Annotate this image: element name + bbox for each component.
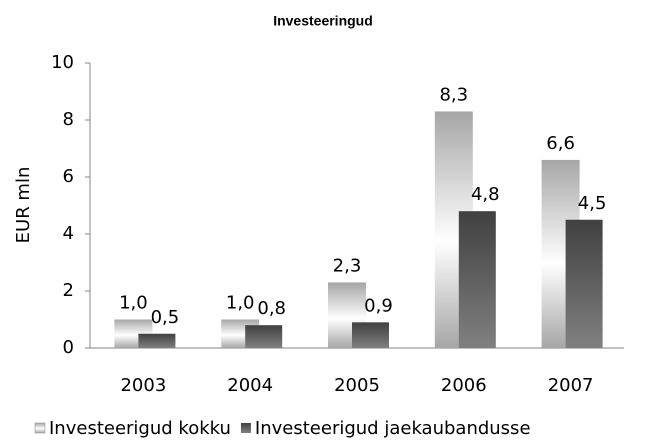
y-tick-label: 2 xyxy=(63,280,74,301)
value-label: 8,3 xyxy=(439,84,468,105)
legend-label: Investeerigud jaekaubandusse xyxy=(255,418,531,439)
value-label: 0,5 xyxy=(151,307,180,328)
chart-title: Investeeringud xyxy=(273,13,373,29)
legend-swatch xyxy=(34,422,46,434)
y-tick-label: 4 xyxy=(63,223,74,244)
x-tick-label: 2007 xyxy=(548,375,594,396)
x-tick-label: 2005 xyxy=(334,375,380,396)
x-tick-label: 2003 xyxy=(120,375,166,396)
value-label: 4,5 xyxy=(578,193,607,214)
value-label: 4,8 xyxy=(471,184,500,205)
legend-swatch xyxy=(240,423,251,433)
y-tick-label: 10 xyxy=(51,52,74,73)
bar xyxy=(352,322,389,348)
bar xyxy=(565,219,603,348)
x-tick-label: 2006 xyxy=(441,375,487,396)
value-label: 6,6 xyxy=(546,133,575,154)
legend-label: Investeerigud kokku xyxy=(49,418,231,439)
y-tick-label: 6 xyxy=(63,166,74,187)
value-label: 0,8 xyxy=(257,298,286,319)
value-label: 2,3 xyxy=(333,255,362,276)
value-label: 1,0 xyxy=(119,293,148,314)
y-axis-label: EUR mln xyxy=(13,167,34,244)
x-tick-label: 2004 xyxy=(227,375,273,396)
y-tick-label: 0 xyxy=(63,337,74,358)
value-label: 1,0 xyxy=(226,293,255,314)
bar xyxy=(138,333,176,348)
value-label: 0,9 xyxy=(364,295,393,316)
bar xyxy=(245,325,283,348)
bar xyxy=(458,211,496,348)
y-tick-label: 8 xyxy=(63,109,74,130)
